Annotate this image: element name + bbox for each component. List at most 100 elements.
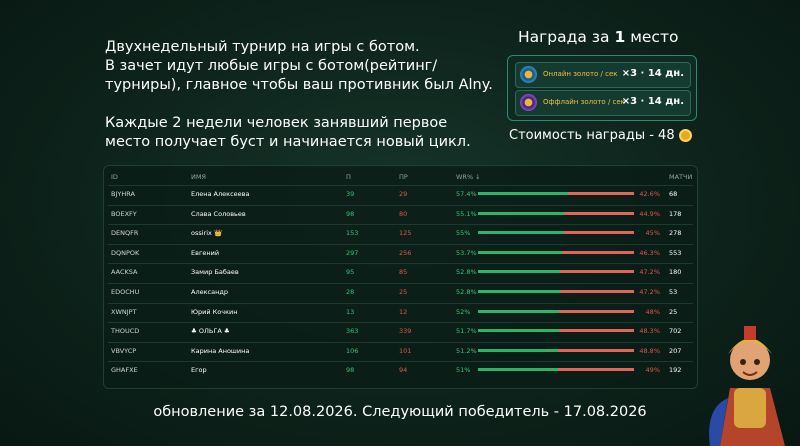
- wins: 98: [346, 366, 355, 375]
- loss-rate: 46.3%: [639, 248, 660, 257]
- player-name: Евгений: [191, 248, 220, 257]
- losses: 29: [399, 190, 408, 198]
- reward-label: Оффлайн золото / сек: [543, 98, 625, 106]
- player-id: BOEXFY: [111, 209, 137, 218]
- row-divider: [108, 185, 693, 186]
- win-rate: 52.8%: [456, 268, 477, 277]
- desc-line: Двухнедельный турнир на игры с ботом.: [105, 39, 420, 55]
- row-divider: [108, 243, 693, 245]
- player-id: DQNPOK: [111, 248, 140, 257]
- loss-bar: [557, 368, 634, 372]
- desc-line: В зачет идут любые игры с ботом(рейтинг/: [105, 58, 438, 74]
- losses: 339: [399, 327, 412, 336]
- reward-label: Онлайн золото / сек: [543, 70, 618, 78]
- player-id: XWNJPT: [111, 307, 137, 316]
- reward-suffix: место: [630, 28, 679, 46]
- description: Двухнедельный турнир на игры с ботом. В …: [105, 38, 493, 152]
- losses: 80: [399, 209, 408, 218]
- loss-rate: 44.9%: [639, 209, 660, 218]
- reward-item: Оффлайн золото / сек ×3 · 14 дн.: [515, 90, 691, 116]
- loss-bar: [560, 290, 634, 293]
- win-rate: 55.1%: [456, 209, 477, 218]
- matches: 278: [669, 229, 682, 238]
- losses: 25: [399, 288, 408, 296]
- matches: 180: [669, 268, 682, 277]
- losses: 101: [399, 346, 412, 355]
- column-header: WR% ↓: [456, 173, 481, 181]
- losses: 94: [399, 366, 408, 375]
- cost-text: Стоимость награды - 48: [509, 128, 675, 143]
- player-name: Александр: [191, 288, 228, 296]
- loss-rate: 48.3%: [639, 327, 660, 336]
- desc-line: Каждые 2 недели человек занявший первое: [105, 115, 448, 131]
- win-rate: 51%: [456, 366, 471, 375]
- wins: 95: [346, 268, 355, 277]
- wins: 153: [346, 229, 359, 238]
- loss-rate: 42.6%: [639, 190, 660, 198]
- wins: 106: [346, 346, 359, 355]
- loss-bar: [563, 211, 634, 215]
- loss-bar: [560, 270, 634, 274]
- column-header: П: [346, 173, 351, 181]
- wins: 98: [346, 209, 355, 218]
- losses: 85: [399, 268, 408, 277]
- row-divider: [108, 263, 693, 265]
- column-header: ИМЯ: [191, 173, 206, 181]
- matches: 553: [669, 248, 682, 257]
- player-name: Юрий Кочкин: [191, 307, 238, 316]
- icon: [520, 66, 537, 83]
- desc-line: турниры), главное чтобы ваш противник бы…: [105, 77, 493, 93]
- reward-place: 1: [614, 28, 626, 46]
- row-divider: [108, 283, 693, 284]
- player-name: Слава Соловьев: [191, 209, 246, 218]
- reward-cost: Стоимость награды - 48: [509, 128, 692, 143]
- win-bar: [478, 270, 561, 274]
- loss-rate: 45%: [645, 229, 660, 238]
- win-bar: [478, 211, 564, 215]
- win-bar: [478, 329, 559, 333]
- reward-title: Награда за 1 место: [518, 28, 678, 46]
- loss-bar: [561, 250, 634, 254]
- win-bar: [478, 290, 561, 293]
- loss-bar: [567, 192, 634, 195]
- win-bar: [478, 231, 564, 235]
- matches: 178: [669, 209, 682, 218]
- mascot: [709, 326, 785, 446]
- losses: 256: [399, 248, 412, 257]
- reward-bonus: ×3 · 14 дн.: [621, 96, 684, 107]
- column-header: МАТЧИ: [669, 173, 693, 181]
- win-bar: [478, 368, 558, 372]
- win-rate: 52%: [456, 307, 471, 316]
- player-name: ♣ ОЛЬГА ♣: [191, 327, 230, 336]
- desc-line: место получает буст и начинается новый ц…: [105, 134, 471, 150]
- wins: 39: [346, 190, 355, 198]
- reward-bonus: ×3 · 14 дн.: [621, 68, 684, 79]
- win-bar: [478, 348, 558, 352]
- row-divider: [108, 204, 693, 206]
- icon: [520, 94, 537, 111]
- win-bar: [478, 192, 568, 195]
- player-id: BJYHRA: [111, 190, 135, 198]
- matches: 207: [669, 346, 682, 355]
- matches: 25: [669, 307, 678, 316]
- row-divider: [108, 361, 693, 363]
- row-divider: [108, 224, 693, 226]
- leaderboard-table: ID ИМЯ П ПР WR% ↓ МАТЧИ BJYHRA Елена Алексеева 3…: [103, 165, 698, 389]
- wins: 297: [346, 248, 359, 257]
- player-id: VBVYCP: [111, 346, 137, 355]
- player-name: ossirix 👑: [191, 229, 223, 238]
- matches: 68: [669, 190, 678, 198]
- losses: 125: [399, 229, 412, 238]
- player-name: Замир Бабаев: [191, 268, 239, 277]
- loss-bar: [559, 309, 634, 313]
- matches: 192: [669, 366, 682, 375]
- loss-rate: 48.8%: [639, 346, 660, 355]
- wins: 13: [346, 307, 355, 316]
- row-divider: [108, 322, 693, 324]
- player-id: THOUCD: [111, 327, 140, 336]
- player-id: EDOCHU: [111, 288, 140, 296]
- loss-bar: [558, 329, 634, 333]
- column-header: ID: [111, 173, 118, 181]
- row-divider: [108, 341, 693, 343]
